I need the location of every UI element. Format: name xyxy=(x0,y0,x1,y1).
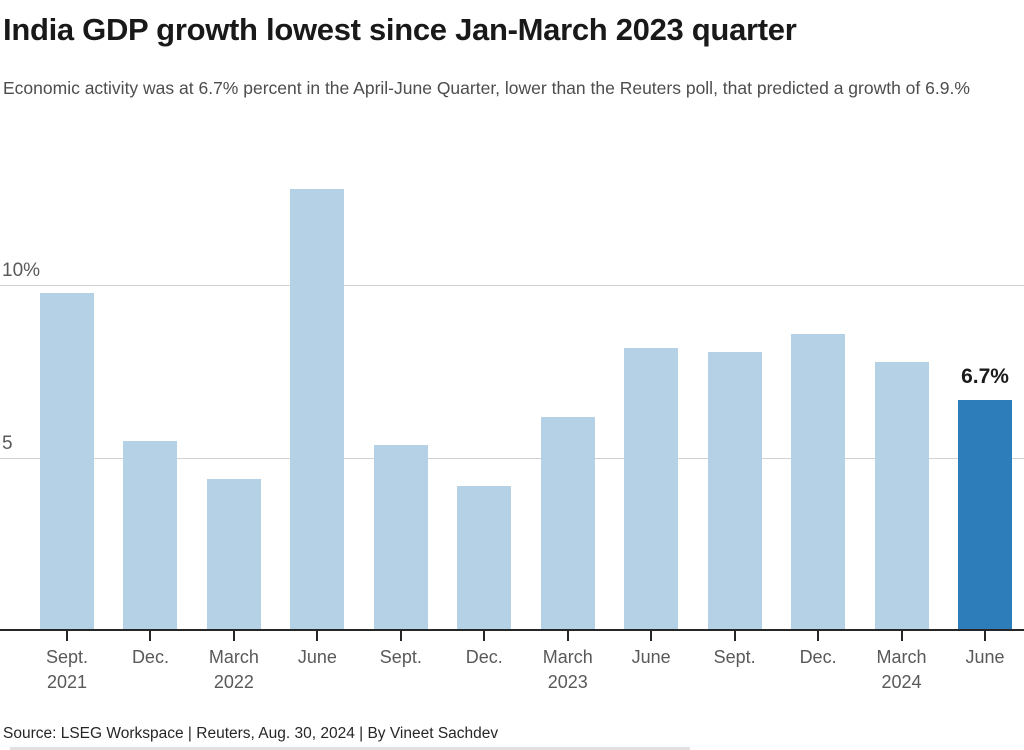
bar-june xyxy=(958,399,1012,631)
x-axis-label-sept-2021: Sept. 2021 xyxy=(45,647,89,692)
bar-dec xyxy=(791,334,846,631)
bar-march-2024 xyxy=(874,361,929,631)
y-axis-tick-label-10: 10% xyxy=(2,260,41,281)
gridline-10 xyxy=(0,285,1024,286)
bar-sept xyxy=(707,351,762,631)
x-axis-tick-dec xyxy=(817,631,820,641)
bar-march-2022 xyxy=(206,479,261,631)
bar-sept xyxy=(373,444,428,631)
x-axis-label-dec: Dec. xyxy=(799,647,837,667)
x-axis-label-sept: Sept. xyxy=(379,647,422,667)
x-axis-tick-june xyxy=(316,631,319,641)
bottom-edge-strip xyxy=(10,747,690,750)
x-axis-label-dec: Dec. xyxy=(131,647,169,667)
gridline-5 xyxy=(0,457,1024,459)
bar-chart: 6.7% 5 10% Sept. 2021 Dec. March 2022 June Sept.… xyxy=(0,150,1024,750)
x-axis-label-march-2024: March 2024 xyxy=(876,647,927,692)
x-axis-tick-march-2023 xyxy=(566,631,569,641)
bar-june xyxy=(624,348,679,631)
x-axis-line xyxy=(0,629,1024,631)
x-axis-tick-dec xyxy=(149,631,152,641)
x-axis-tick-sept xyxy=(399,631,402,641)
x-axis-label-march-2023: March 2023 xyxy=(542,647,593,692)
x-axis-label-june: June xyxy=(297,647,337,667)
x-axis-tick-march-2022 xyxy=(232,631,235,641)
bar-march-2023 xyxy=(540,417,595,631)
x-axis-label-june: June xyxy=(965,647,1005,667)
chart-title: India GDP growth lowest since Jan-March … xyxy=(3,12,797,47)
x-axis-label-march-2022: March 2022 xyxy=(208,647,259,692)
x-axis-tick-march-2024 xyxy=(900,631,903,641)
bar-june xyxy=(290,189,345,631)
highlight-value-label: 6.7% xyxy=(961,365,1009,388)
chart-subtitle: Economic activity was at 6.7% percent in… xyxy=(3,78,970,98)
x-axis-tick-dec xyxy=(483,631,486,641)
x-axis-label-sept: Sept. xyxy=(713,647,756,667)
x-axis-label-june: June xyxy=(631,647,671,667)
bar-sept-2021 xyxy=(40,292,94,631)
bar-dec xyxy=(457,486,512,631)
x-axis-label-dec: Dec. xyxy=(465,647,503,667)
x-axis-tick-june xyxy=(984,631,986,641)
source-attribution: Source: LSEG Workspace | Reuters, Aug. 3… xyxy=(3,725,499,742)
bar-dec xyxy=(123,441,178,631)
x-axis-tick-sept xyxy=(733,631,736,641)
x-axis-tick-sept-2021 xyxy=(66,631,68,641)
y-axis-tick-label-5: 5 xyxy=(2,432,13,454)
x-axis-tick-june xyxy=(650,631,653,641)
